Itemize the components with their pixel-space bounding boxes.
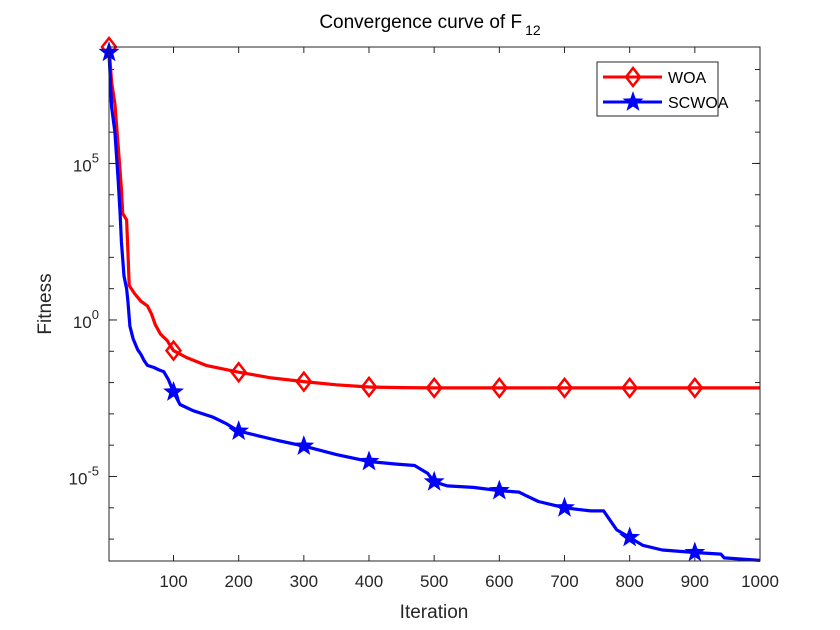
x-axis-ticks: 100 200 300 400 500 600 700 800 900 1000 [159, 47, 779, 591]
data-point-marker [358, 450, 380, 471]
chart-title-subscript: 12 [525, 22, 541, 38]
data-point-marker [684, 541, 706, 562]
plot-frame [108, 46, 761, 562]
data-point-marker [163, 381, 184, 401]
x-tick-label: 800 [615, 572, 643, 591]
legend: WOA SCWOA [596, 61, 729, 117]
series-line-scwoa [107, 52, 761, 562]
legend-label-woa: WOA [668, 70, 707, 87]
data-point-marker [425, 376, 443, 399]
data-point-marker [230, 361, 248, 384]
data-point-marker [295, 370, 313, 393]
y-tick-exponent: -5 [87, 463, 99, 478]
legend-label-scwoa: SCWOA [668, 95, 729, 112]
data-point-marker [228, 420, 250, 440]
x-tick-label: 700 [550, 572, 578, 591]
x-axis-label: Iteration [400, 602, 469, 623]
y-axis-label: Fitness [35, 273, 56, 334]
x-tick-label: 1000 [741, 572, 779, 591]
y-tick-label: 10-5 [69, 463, 99, 488]
x-tick-label: 900 [681, 572, 709, 591]
y-tick-base: 10 [73, 156, 92, 175]
star-marker-icon [622, 91, 644, 111]
data-point-marker [621, 376, 639, 399]
data-point-marker [554, 496, 575, 517]
data-point-marker [555, 376, 574, 399]
chart-title: Convergence curve of F 12 [319, 12, 541, 38]
legend-box [596, 61, 719, 117]
x-tick-label: 500 [420, 572, 448, 591]
x-tick-label: 400 [355, 572, 383, 591]
series-line-woa [107, 46, 760, 390]
data-point-marker [164, 339, 183, 362]
x-tick-label: 100 [159, 572, 187, 591]
legend-entry-scwoa: SCWOA [603, 91, 729, 112]
data-point-marker [423, 470, 445, 491]
y-tick-exponent: 5 [92, 150, 99, 165]
x-tick-label: 200 [224, 572, 252, 591]
y-tick-label: 100 [73, 307, 99, 332]
diamond-marker-icon [624, 65, 642, 89]
y-tick-label: 105 [73, 150, 99, 175]
data-point-marker [619, 526, 641, 547]
data-point-marker [488, 479, 510, 500]
y-tick-base: 10 [73, 313, 92, 332]
series-woa [100, 35, 760, 399]
data-point-marker [360, 375, 378, 398]
series-layer [98, 35, 761, 562]
data-point-marker [490, 376, 508, 399]
y-tick-exponent: 0 [92, 307, 99, 322]
legend-entry-woa: WOA [603, 65, 707, 89]
data-point-marker [293, 435, 315, 455]
data-point-marker [686, 376, 704, 399]
y-tick-base: 10 [69, 469, 88, 488]
x-tick-label: 300 [290, 572, 318, 591]
chart-title-text: Convergence curve of F [319, 12, 522, 33]
x-tick-label: 600 [485, 572, 513, 591]
